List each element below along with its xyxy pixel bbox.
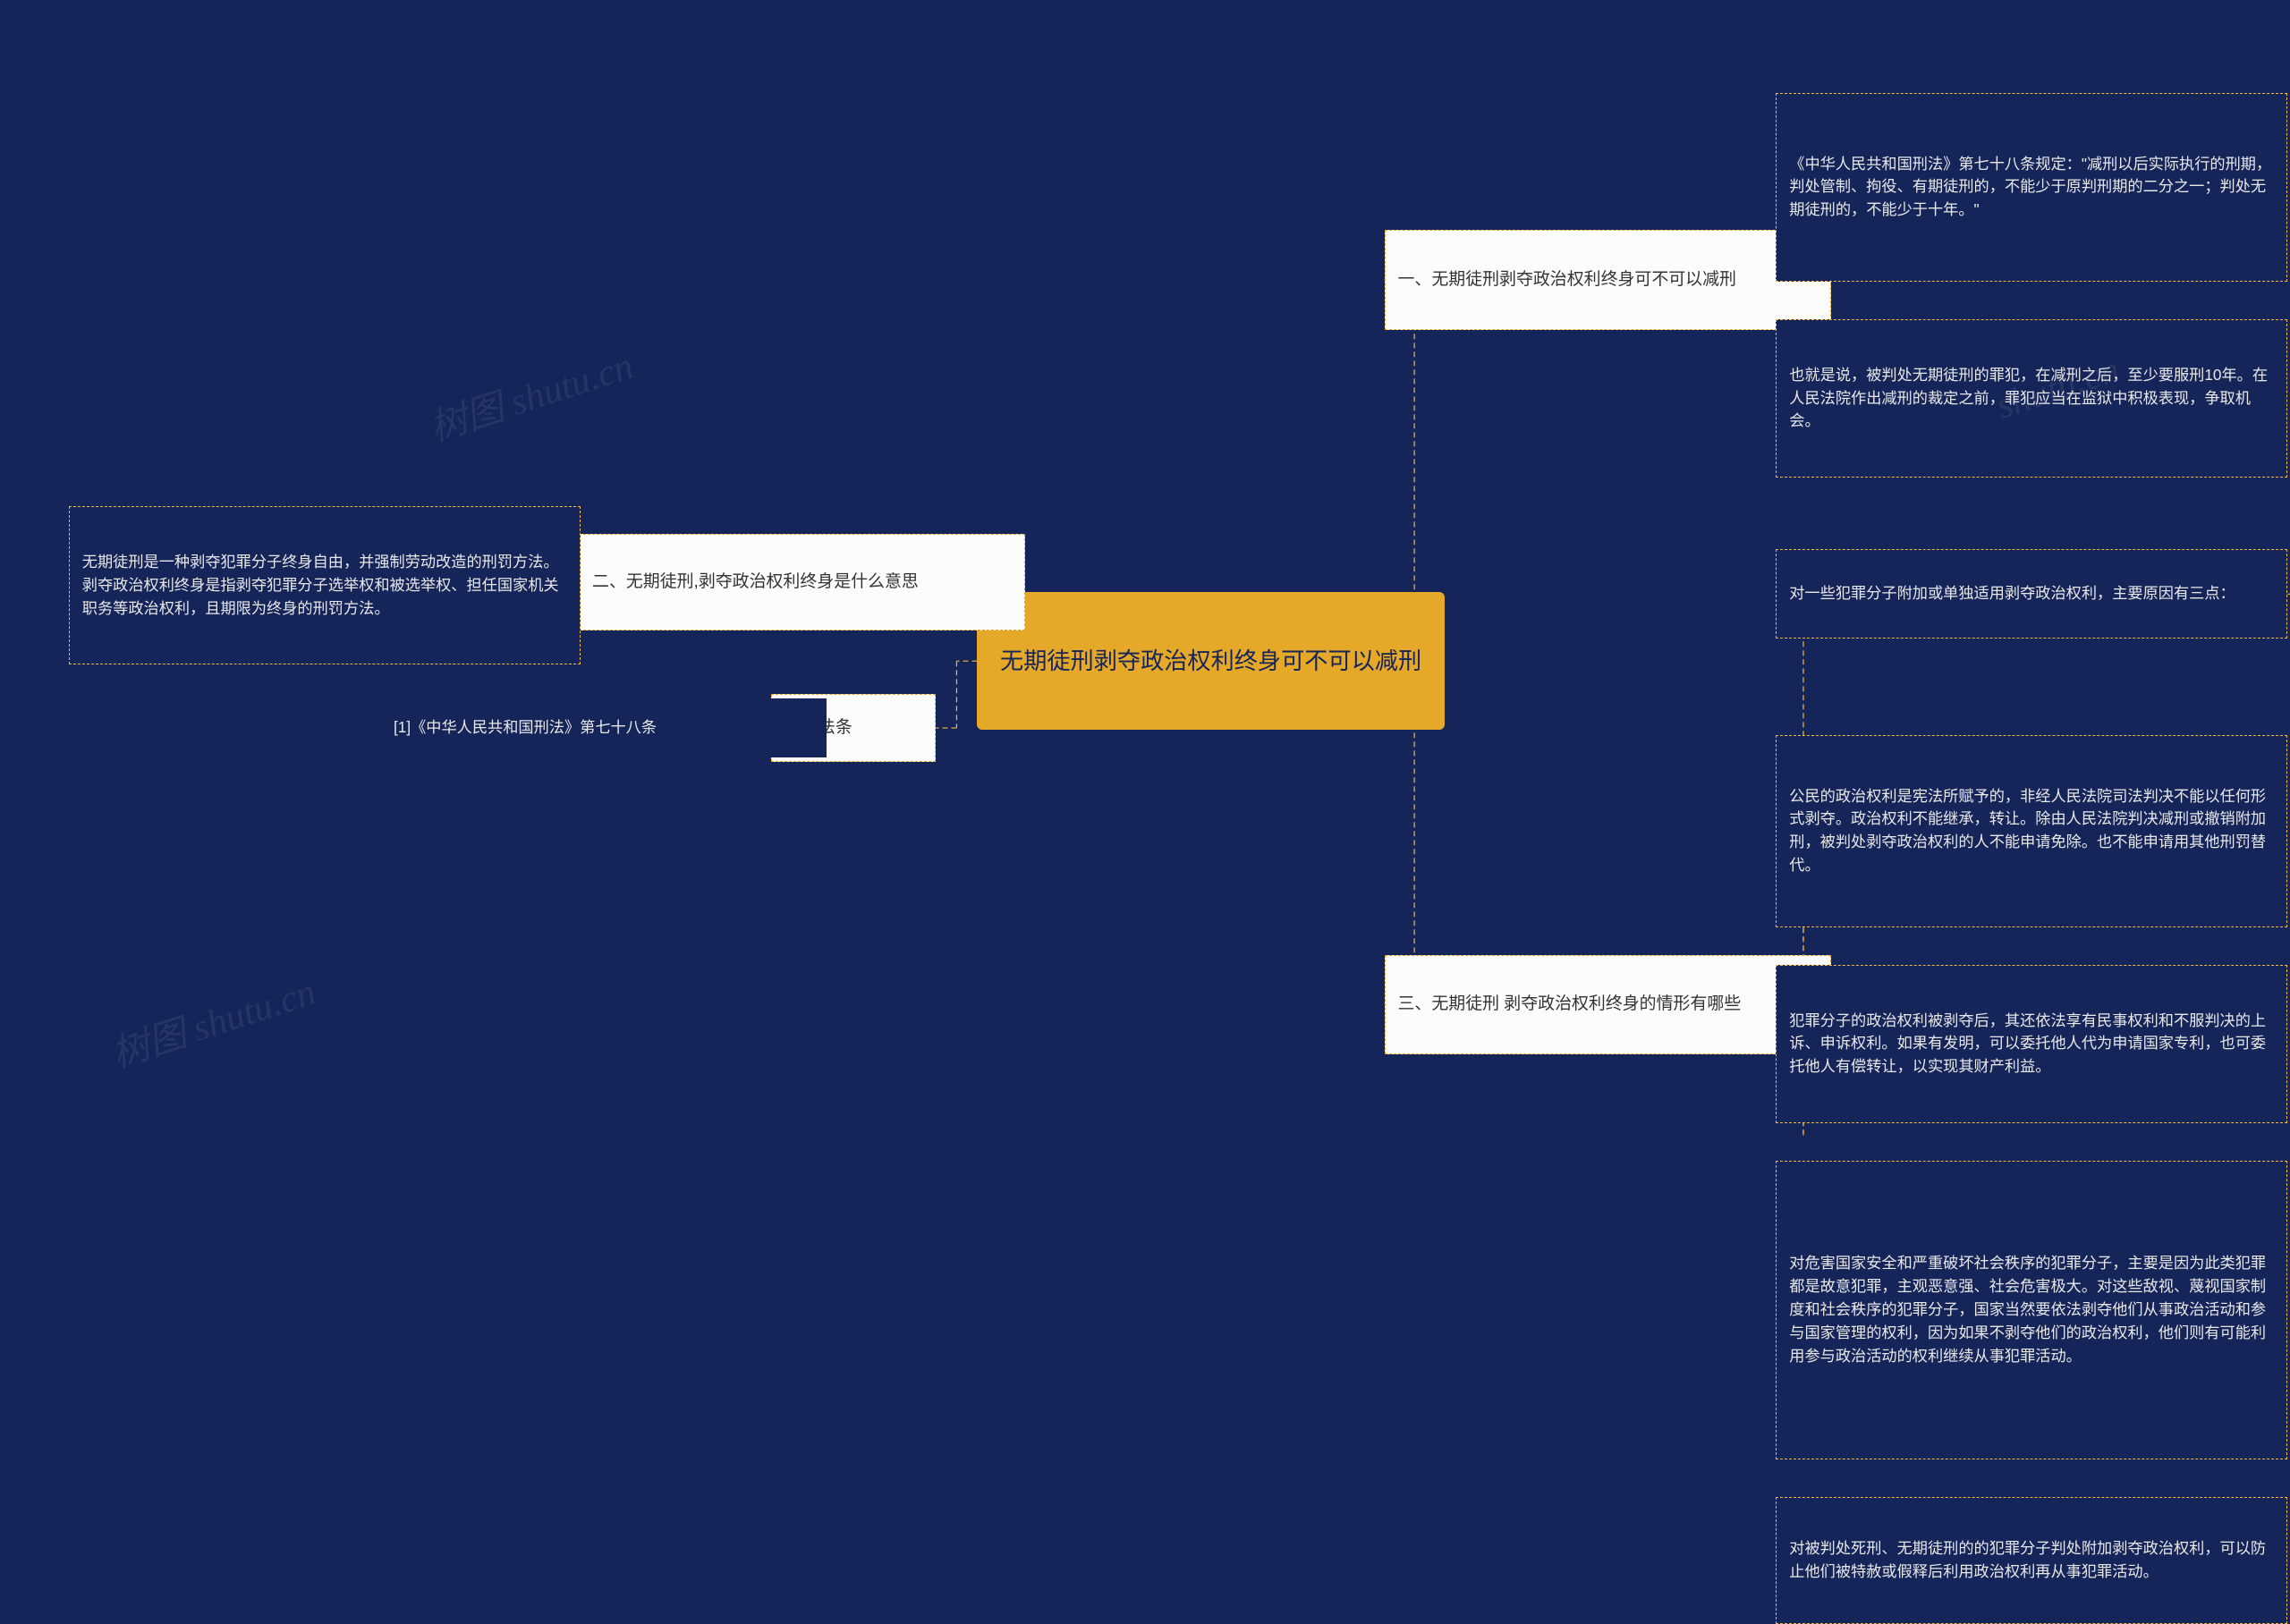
branch-4-label: 三、无期徒刑 剥夺政治权利终身的情形有哪些 xyxy=(1398,992,1742,1017)
branch-2-label: 二、无期徒刑,剥夺政治权利终身是什么意思 xyxy=(592,570,919,595)
branch-1-label: 一、无期徒刑剥夺政治权利终身可不可以减刑 xyxy=(1398,267,1736,292)
leaf-text: 犯罪分子的政治权利被剥夺后，其还依法享有民事权利和不服判决的上诉、申诉权利。如果… xyxy=(1789,1010,2274,1078)
branch-1: 一、无期徒刑剥夺政治权利终身可不可以减刑 xyxy=(1385,230,1831,329)
leaf-text: 《中华人民共和国刑法》第七十八条规定："减刑以后实际执行的刑期，判处管制、拘役、… xyxy=(1789,153,2274,222)
branch-3-leaf-1: [1]《中华人民共和国刑法》第七十八条 xyxy=(386,698,827,757)
watermark: 树图 shutu.cn xyxy=(421,335,639,453)
branch-1-leaf-2: 也就是说，被判处无期徒刑的罪犯，在减刑之后，至少要服刑10年。在人民法院作出减刑… xyxy=(1776,319,2287,478)
leaf-text: 无期徒刑是一种剥夺犯罪分子终身自由，并强制劳动改造的刑罚方法。剥夺政治权利终身是… xyxy=(82,551,567,620)
leaf-text: 也就是说，被判处无期徒刑的罪犯，在减刑之后，至少要服刑10年。在人民法院作出减刑… xyxy=(1789,364,2274,433)
root-label: 无期徒刑剥夺政治权利终身可不可以减刑 xyxy=(1000,644,1421,679)
leaf-text: 对一些犯罪分子附加或单独适用剥夺政治权利，主要原因有三点： xyxy=(1789,582,2235,605)
branch-1-leaf-1: 《中华人民共和国刑法》第七十八条规定："减刑以后实际执行的刑期，判处管制、拘役、… xyxy=(1776,93,2287,282)
branch-2-leaf-1: 无期徒刑是一种剥夺犯罪分子终身自由，并强制劳动改造的刑罚方法。剥夺政治权利终身是… xyxy=(69,506,581,664)
branch-4-leaf-4: 对危害国家安全和严重破坏社会秩序的犯罪分子，主要是因为此类犯罪都是故意犯罪，主观… xyxy=(1776,1161,2287,1459)
leaf-text: 对被判处死刑、无期徒刑的的犯罪分子判处附加剥夺政治权利，可以防止他们被特赦或假释… xyxy=(1789,1537,2274,1584)
leaf-text: [1]《中华人民共和国刑法》第七十八条 xyxy=(394,716,657,740)
watermark: 树图 shutu.cn xyxy=(104,961,321,1078)
mindmap-root: 无期徒刑剥夺政治权利终身可不可以减刑 xyxy=(977,592,1444,730)
branch-4-leaf-2: 公民的政治权利是宪法所赋予的，非经人民法院司法判决不能以任何形式剥夺。政治权利不… xyxy=(1776,735,2287,927)
branch-4-leaf-1: 对一些犯罪分子附加或单独适用剥夺政治权利，主要原因有三点： xyxy=(1776,549,2287,639)
branch-2: 二、无期徒刑,剥夺政治权利终身是什么意思 xyxy=(579,534,1025,630)
leaf-text: 对危害国家安全和严重破坏社会秩序的犯罪分子，主要是因为此类犯罪都是故意犯罪，主观… xyxy=(1789,1252,2274,1367)
branch-4-leaf-3: 犯罪分子的政治权利被剥夺后，其还依法享有民事权利和不服判决的上诉、申诉权利。如果… xyxy=(1776,965,2287,1123)
branch-4: 三、无期徒刑 剥夺政治权利终身的情形有哪些 xyxy=(1385,955,1831,1054)
branch-4-leaf-5: 对被判处死刑、无期徒刑的的犯罪分子判处附加剥夺政治权利，可以防止他们被特赦或假释… xyxy=(1776,1497,2287,1624)
leaf-text: 公民的政治权利是宪法所赋予的，非经人民法院司法判决不能以任何形式剥夺。政治权利不… xyxy=(1789,785,2274,877)
